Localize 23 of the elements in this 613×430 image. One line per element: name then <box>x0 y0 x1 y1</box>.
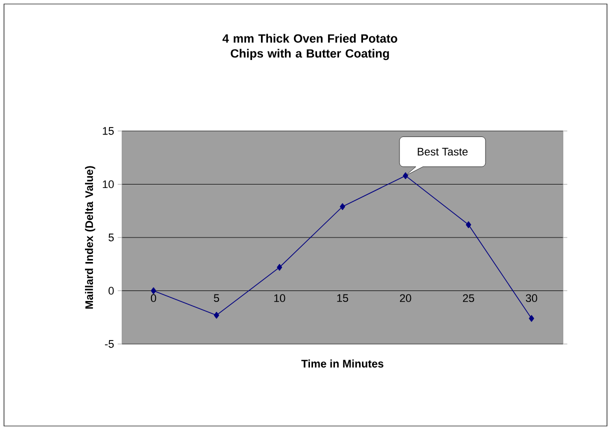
point <box>214 312 220 319</box>
point <box>466 221 472 228</box>
y-tick-label: 0 <box>108 286 114 295</box>
point <box>150 287 156 294</box>
x-tick-label: 30 <box>526 294 538 302</box>
x-tick-label: 20 <box>400 294 412 302</box>
y-tick-label: 10 <box>102 180 114 188</box>
point <box>340 203 346 210</box>
point <box>276 264 282 271</box>
point <box>402 172 408 180</box>
x-axis-title: Time in Minutes <box>301 360 384 368</box>
x-tick-label: 10 <box>274 294 286 302</box>
y-tick-label: 5 <box>108 234 114 242</box>
annotation: Best Taste <box>418 148 468 156</box>
x-tick-label: 0 <box>150 294 156 302</box>
y-tick-label: 15 <box>102 127 114 135</box>
x-tick-label: 25 <box>462 294 474 302</box>
x-tick-label: 5 <box>214 294 220 302</box>
y-tick-label: -5 <box>104 340 114 348</box>
chart-title: 4 mm Thick Oven Fried Potato Chips with a Butter Coating <box>222 34 398 60</box>
y-axis-title: Maillard Index (Delta Value) <box>84 166 96 309</box>
point <box>528 315 534 322</box>
x-tick-label: 15 <box>337 294 348 302</box>
